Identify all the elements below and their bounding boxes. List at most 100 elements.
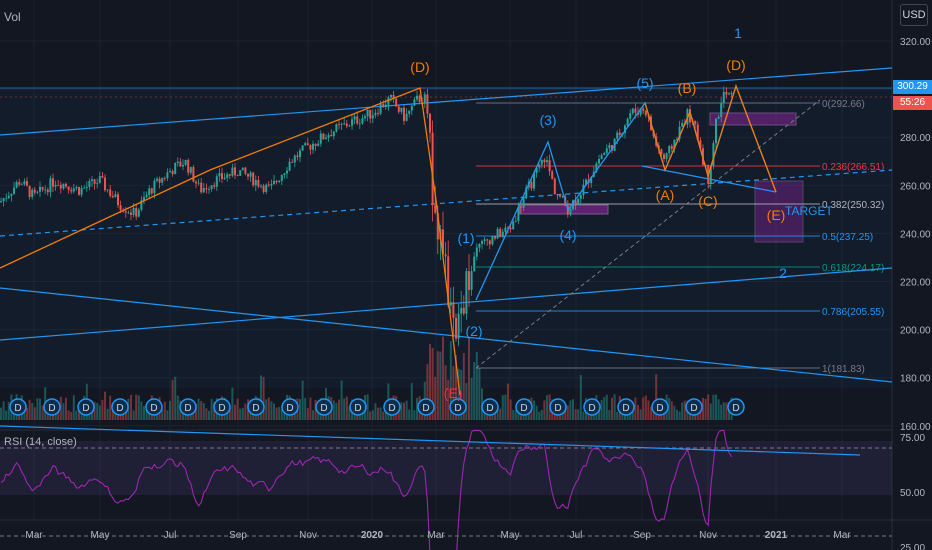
candle-body — [203, 188, 205, 192]
candle-body — [400, 108, 402, 112]
volume-bar — [634, 398, 636, 420]
volume-bar — [309, 397, 311, 420]
dividend-marker-label: D — [150, 403, 157, 414]
candle-body — [335, 124, 337, 131]
candle-body — [541, 160, 543, 165]
volume-bar — [601, 400, 603, 420]
volume-bar — [382, 412, 384, 420]
candle-body — [127, 213, 129, 214]
volume-bar — [614, 394, 616, 420]
last-price-tag: 300.29 — [893, 80, 932, 94]
candle-body — [231, 167, 233, 175]
dividend-marker-label: D — [588, 403, 595, 414]
dividend-marker-label: D — [422, 403, 429, 414]
volume-bar — [99, 405, 101, 420]
candle-body — [351, 119, 353, 125]
price-tick: 280.00 — [900, 133, 931, 144]
candle-body — [608, 145, 610, 148]
candle-body — [731, 93, 733, 94]
candle-body — [681, 123, 683, 127]
candle-body — [515, 221, 517, 222]
candle-body — [723, 92, 725, 103]
volume-bar — [143, 406, 145, 420]
volume-bar — [502, 395, 504, 420]
candle-body — [671, 146, 673, 149]
dividend-marker-label: D — [218, 403, 225, 414]
volume-bar — [710, 403, 712, 420]
candle-body — [260, 186, 262, 187]
time-tick: May — [501, 530, 520, 541]
candle-body — [694, 121, 696, 125]
candle-body — [221, 173, 223, 179]
volume-bar — [673, 406, 675, 420]
candle-body — [419, 96, 421, 102]
rsi-legend: RSI (14, close) — [4, 436, 77, 448]
candle-body — [411, 106, 413, 111]
volume-bar — [367, 394, 369, 420]
candle-body — [343, 123, 345, 124]
wave-label: (4) — [559, 227, 576, 243]
time-tick: Jul — [570, 530, 583, 541]
candle-body — [99, 176, 101, 183]
volume-bar — [577, 409, 579, 420]
volume-bar — [242, 408, 244, 420]
time-tick: Sep — [229, 530, 247, 541]
price-tick: 260.00 — [900, 181, 931, 192]
candle-body — [413, 99, 415, 105]
candle-body — [629, 113, 631, 119]
volume-bar — [611, 398, 613, 420]
price-tick: 200.00 — [900, 326, 931, 337]
candle-body — [234, 167, 236, 175]
candle-body — [195, 182, 197, 184]
volume-bar — [75, 411, 77, 420]
wave-label: (C) — [698, 193, 717, 209]
dividend-marker-label: D — [184, 403, 191, 414]
candle-body — [559, 195, 561, 197]
candle-body — [484, 239, 486, 241]
candle-body — [242, 168, 244, 171]
currency-button[interactable]: USD — [900, 4, 928, 26]
candle-body — [278, 181, 280, 182]
candle-body — [52, 178, 54, 186]
volume-bar — [68, 410, 70, 420]
candle-body — [426, 94, 428, 113]
volume-bar — [135, 395, 137, 420]
candle-body — [86, 187, 88, 188]
volume-bar — [647, 400, 649, 420]
target-label: TARGET — [785, 204, 833, 218]
volume-bar — [567, 405, 569, 420]
candle-body — [361, 118, 363, 123]
fib-level-label: 0(292.66) — [822, 99, 865, 110]
candle-body — [226, 174, 228, 178]
candle-body — [55, 185, 57, 187]
wave-label: (3) — [539, 112, 556, 128]
volume-bar — [582, 412, 584, 420]
candle-body — [229, 174, 231, 175]
dividend-marker-label: D — [252, 403, 259, 414]
volume-bar — [543, 400, 545, 420]
candle-body — [494, 236, 496, 238]
candle-body — [395, 99, 397, 107]
support-zone — [520, 205, 608, 214]
dividend-marker-label: D — [732, 403, 739, 414]
candle-body — [338, 124, 340, 125]
volume-bar — [372, 410, 374, 420]
volume-bar — [512, 410, 514, 420]
candle-body — [372, 115, 374, 118]
volume-bar — [671, 401, 673, 420]
candle-body — [569, 209, 571, 215]
volume-bar — [645, 396, 647, 420]
volume-bar — [333, 400, 335, 420]
candle-body — [78, 187, 80, 195]
candle-body — [512, 222, 514, 230]
candle-body — [16, 182, 18, 188]
volume-bar — [575, 409, 577, 420]
fib-level-label: 0.5(237.25) — [822, 232, 873, 243]
candle-body — [320, 134, 322, 144]
candle-body — [341, 124, 343, 125]
candle-body — [315, 144, 317, 146]
candle-body — [244, 168, 246, 174]
candle-body — [104, 177, 106, 190]
volume-bar — [676, 410, 678, 420]
